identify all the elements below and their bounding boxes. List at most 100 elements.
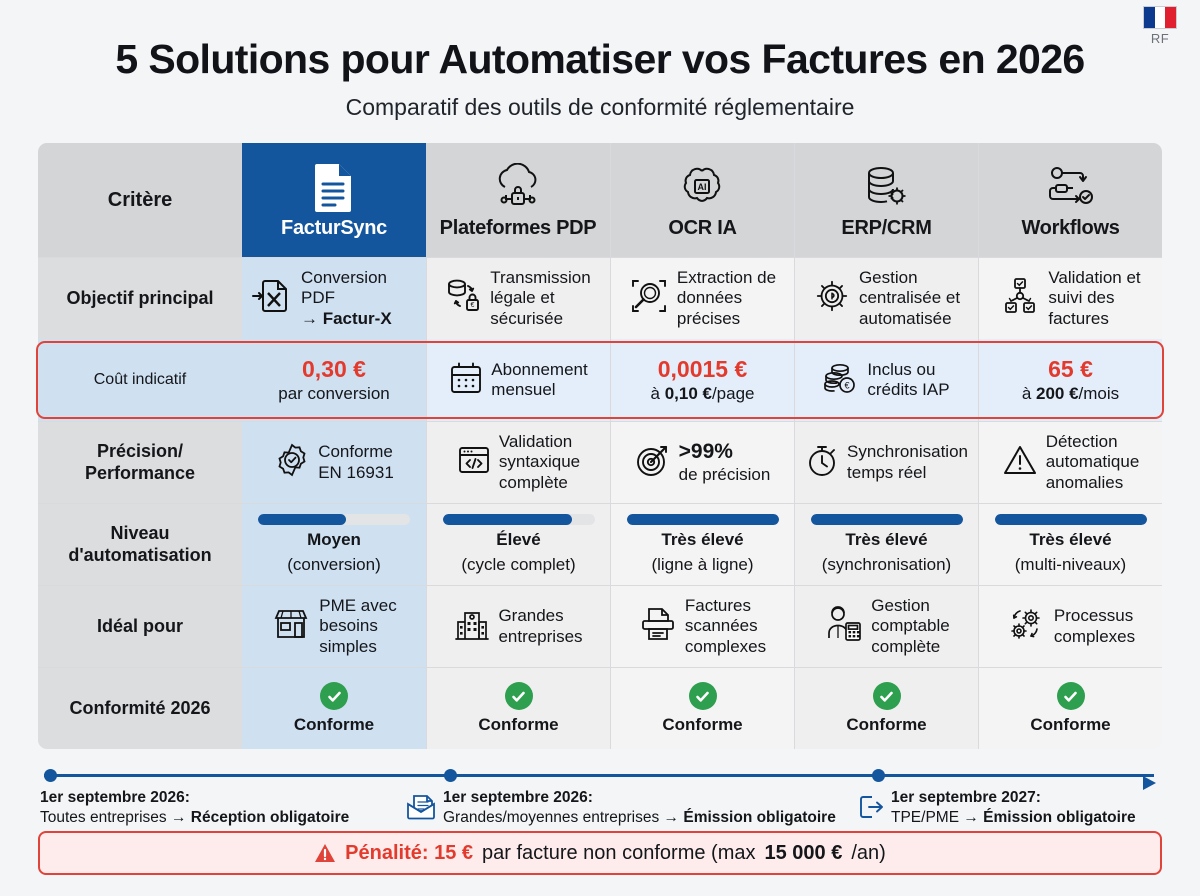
header-cell-criterion: Critère bbox=[38, 143, 242, 257]
automation-level: Très élevé bbox=[1029, 530, 1112, 550]
republic-mark: RF bbox=[1134, 6, 1186, 46]
cell-line1: Gestion bbox=[871, 596, 930, 616]
svg-text:€: € bbox=[471, 302, 475, 309]
cell-line1: Détection bbox=[1045, 432, 1118, 452]
cell-precision-pdp: Validation syntaxique complète bbox=[426, 421, 610, 503]
cell-conformite-workflows: Conforme bbox=[978, 667, 1162, 749]
cell-line1: Conversion PDF bbox=[301, 268, 387, 308]
cell-line3: complète bbox=[498, 472, 568, 492]
row-label-line2: d'automatisation bbox=[68, 544, 212, 565]
cell-line3: simples bbox=[319, 636, 377, 656]
table-row-ideal: Idéal pour PME avec besoins simples bbox=[38, 585, 1162, 667]
automation-detail: (multi-niveaux) bbox=[1014, 555, 1127, 574]
french-flag-icon bbox=[1143, 6, 1177, 29]
conformity-label: Conforme bbox=[478, 715, 559, 734]
cell-ideal-erp: Gestion comptable complète bbox=[794, 585, 978, 667]
row-label-line1: Précision/ bbox=[96, 440, 184, 461]
check-circle-icon bbox=[1056, 682, 1085, 710]
cell-cout-erp: € Inclus ou crédits IAP bbox=[794, 339, 978, 421]
brain-ai-icon: AI bbox=[678, 161, 726, 213]
milestone-detail-bold: Émission obligatoire bbox=[683, 809, 836, 827]
cell-line2: complexes bbox=[1053, 626, 1136, 646]
cell-automatisation-erp: Très élevé (synchronisation) bbox=[794, 503, 978, 585]
cell-line3: sécurisée bbox=[490, 308, 564, 328]
timeline-milestone: 1er septembre 2026: Toutes entreprises →… bbox=[40, 788, 349, 828]
progress-fill bbox=[994, 514, 1147, 526]
milestone-date: 1er septembre 2026: bbox=[40, 789, 190, 806]
cell-objectif-ocr: Extraction de données précises bbox=[610, 257, 794, 339]
penalty-banner: Pénalité: 15 € par facture non conforme … bbox=[38, 831, 1162, 875]
automation-level: Très élevé bbox=[661, 530, 744, 550]
warning-triangle-icon bbox=[1002, 443, 1038, 482]
cell-conformite-pdp: Conforme bbox=[426, 667, 610, 749]
row-label-objectif: Objectif principal bbox=[38, 257, 242, 339]
automation-detail: (cycle complet) bbox=[461, 555, 576, 574]
cell-cout-ocr: 0,0015 € à 0,10 €/page bbox=[610, 339, 794, 421]
progress-fill bbox=[258, 514, 347, 526]
verified-badge-icon bbox=[274, 442, 310, 483]
office-building-icon bbox=[454, 605, 490, 648]
progress-bar bbox=[258, 514, 410, 526]
cell-line2: automatique bbox=[1045, 452, 1140, 472]
header-cell-factursync[interactable]: FacturSync bbox=[242, 143, 426, 257]
calendar-icon bbox=[449, 361, 483, 400]
gears-cycle-icon bbox=[1006, 606, 1046, 647]
cell-line1: Validation bbox=[498, 432, 573, 452]
cell-automatisation-factursync: Moyen (conversion) bbox=[242, 503, 426, 585]
progress-bar bbox=[442, 514, 595, 526]
cell-line2: EN 16931 bbox=[318, 462, 394, 482]
stopwatch-icon bbox=[805, 442, 839, 483]
cell-line2: scannées bbox=[684, 616, 758, 636]
cell-line1: PME avec bbox=[319, 596, 397, 616]
document-lines-icon bbox=[311, 161, 357, 213]
conformity-label: Conforme bbox=[293, 715, 375, 734]
svg-text:AI: AI bbox=[698, 182, 707, 192]
shop-store-icon bbox=[271, 606, 311, 647]
cost-sub-prefix: à bbox=[1021, 383, 1036, 403]
cell-cout-workflows: 65 € à 200 €/mois bbox=[978, 339, 1162, 421]
cell-cout-factursync: 0,30 € par conversion bbox=[242, 339, 426, 421]
cost-sub: par conversion bbox=[278, 383, 390, 403]
cost-sub-suffix: /page bbox=[711, 383, 755, 403]
cell-line1: Grandes bbox=[498, 606, 564, 626]
header-cell-ocr-ia[interactable]: AI OCR IA bbox=[610, 143, 794, 257]
cell-line1: Inclus ou bbox=[867, 359, 936, 379]
cell-precision-ocr: >99% de précision bbox=[610, 421, 794, 503]
cost-sub-bold: 0,10 € bbox=[664, 383, 712, 403]
row-label-text: Coût indicatif bbox=[93, 371, 187, 388]
cell-objectif-erp: Gestion centralisée et automatisée bbox=[794, 257, 978, 339]
automation-detail: (conversion) bbox=[287, 555, 381, 574]
automation-level: Très élevé bbox=[845, 530, 928, 550]
cell-line1: Factures bbox=[684, 596, 751, 616]
automation-level: Moyen bbox=[307, 530, 361, 550]
code-window-icon bbox=[457, 443, 491, 482]
header-cell-erp-crm[interactable]: ERP/CRM bbox=[794, 143, 978, 257]
accountant-calculator-icon bbox=[823, 605, 863, 648]
automation-level: Élevé bbox=[496, 530, 541, 550]
cell-conformite-erp: Conforme bbox=[794, 667, 978, 749]
header-cell-workflows[interactable]: Workflows bbox=[978, 143, 1162, 257]
cell-line1: Extraction de bbox=[676, 268, 777, 288]
cell-line2: crédits IAP bbox=[867, 380, 950, 399]
conformity-label: Conforme bbox=[1030, 715, 1111, 734]
cell-line1: >99% bbox=[678, 440, 733, 464]
cell-line2: → Factur-X bbox=[301, 308, 392, 328]
timeline-dot bbox=[872, 769, 885, 782]
cell-line2: données bbox=[676, 288, 743, 308]
header-cell-plateformes-pdp[interactable]: Plateformes PDP bbox=[426, 143, 610, 257]
cell-ideal-workflows: Processus complexes bbox=[978, 585, 1162, 667]
row-label-conformite: Conformité 2026 bbox=[38, 667, 242, 749]
cost-sub: à 0,10 €/page bbox=[651, 384, 755, 404]
cell-line1: Validation et bbox=[1048, 268, 1141, 288]
penalty-label: Pénalité: 15 € bbox=[345, 841, 474, 864]
timeline-arrow-icon bbox=[1143, 776, 1156, 790]
milestone-detail-bold: Émission obligatoire bbox=[983, 809, 1136, 827]
row-label-text: Objectif principal bbox=[66, 287, 214, 308]
cell-ideal-ocr: Factures scannées complexes bbox=[610, 585, 794, 667]
milestone-date: 1er septembre 2027: bbox=[891, 789, 1041, 806]
svg-text:€: € bbox=[845, 380, 850, 390]
check-circle-icon bbox=[872, 682, 901, 710]
header-label: FacturSync bbox=[281, 216, 387, 239]
conformity-label: Conforme bbox=[662, 715, 743, 734]
header-label: Workflows bbox=[1021, 216, 1120, 239]
